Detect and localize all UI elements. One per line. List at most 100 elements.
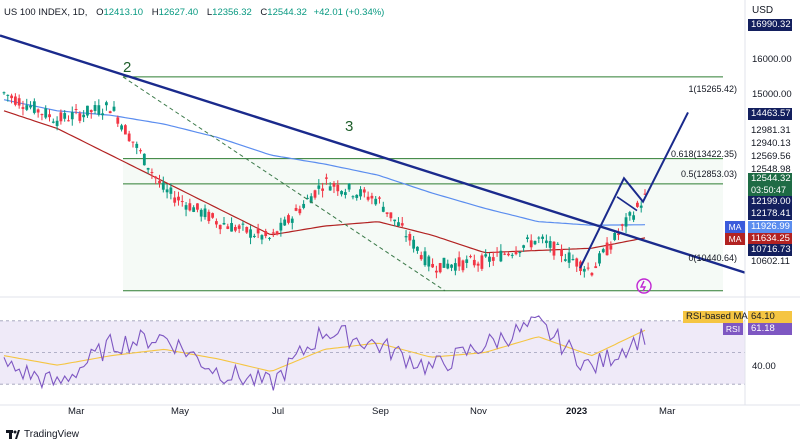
candle-body [146,167,150,170]
candle-body [165,189,169,193]
candle-body [503,253,507,255]
candle-body [207,211,211,222]
projected-path [579,112,689,269]
candle-body [2,92,6,94]
candle-body [237,225,241,229]
candle-body [40,114,44,116]
candle-body [343,192,347,195]
symbol-legend[interactable]: US 100 INDEX, 1D, O12413.10 H12627.40 L1… [4,7,384,18]
symbol-title[interactable]: US 100 INDEX, 1D, [4,7,88,18]
candle-body [526,237,529,240]
candle-body [222,222,226,225]
candle-body [332,183,336,187]
candle-body [605,242,609,256]
candle-body [594,266,598,269]
candle-body [400,223,404,226]
rsi-value: 61.18 [748,323,792,335]
candle-body [636,202,639,207]
candle-body [438,263,442,273]
candle-body [393,219,397,222]
candle-body [271,232,275,234]
currency-label[interactable]: USD [752,5,774,16]
close-label: C [260,7,268,18]
candle-body [13,96,17,105]
candle-body [427,256,431,267]
candle-body [446,263,450,269]
candle-body [412,239,416,249]
trend-lines[interactable] [0,34,746,292]
fib-label-05: 0.5(12853.03) [681,169,737,179]
brand-name: TradingView [24,429,80,440]
candle-body [340,191,343,195]
ma-red-line [3,110,646,254]
candle-body [180,201,184,203]
candle-body [601,249,605,253]
candle-body [643,193,647,195]
high-value: 12627.40 [158,7,199,18]
candle-body [347,183,351,190]
candle-body [491,257,495,261]
event-icon[interactable] [636,278,652,294]
candle-body [537,237,541,239]
bar-countdown: 03:50:47 [748,184,792,196]
rsi-ma-legend: RSI-based MA [683,311,748,323]
candle-body [78,113,82,121]
candle-body [457,257,461,267]
candle-body [351,196,355,198]
candle-body [442,257,446,268]
candle-body [142,153,146,166]
candle-body [499,250,503,262]
open-value: 12413.10 [103,7,144,18]
low-label: L [206,7,213,18]
candle-body [586,267,590,269]
candle-body [548,241,552,248]
candle-body [294,207,298,211]
candle-body [378,197,381,199]
rsi-line [3,315,646,391]
candle-body [264,231,268,237]
candle-body [556,243,560,245]
candle-body [476,263,480,266]
candle-body [226,226,230,229]
fib-label-0618: 0.618(13422.35) [671,149,737,159]
candle-body [249,229,252,238]
candle-body [101,113,105,116]
open-label: O [96,7,104,18]
candle-body [123,125,127,135]
candle-body [306,197,309,199]
tradingview-logo[interactable]: TradingView [6,429,79,440]
candle-body [620,224,624,226]
candle-body [275,231,279,235]
candle-body [218,224,222,230]
time-tick: Jul [272,406,284,417]
candle-body [590,272,594,276]
time-tick: Mar [68,406,84,417]
candle-body [135,143,139,148]
candle-body [321,188,325,191]
candle-body [86,105,89,116]
candle-body [518,251,522,254]
candle-body [431,263,434,268]
candle-body [17,98,21,106]
ma-blue-tag-label: MA [725,221,745,233]
candle-body [215,221,218,225]
price-tick: 15000.00 [752,89,792,100]
candle-body [63,113,67,119]
candle-body [173,197,177,203]
candle-body [48,114,51,118]
candle-body [404,236,408,238]
price-tag: 10716.73 [748,244,792,256]
dashed-projection-line [122,76,446,292]
candle-body [112,106,116,111]
candle-body [374,198,378,205]
candle-body [381,206,385,212]
candle-body [203,208,207,218]
channel-line [616,196,638,212]
candle-body [29,105,32,108]
lightning-icon [639,280,647,292]
candle-body [199,209,203,217]
moving-averages [3,99,646,254]
candle-body [507,253,510,256]
last-price-tag: 12544.32 [748,173,792,185]
